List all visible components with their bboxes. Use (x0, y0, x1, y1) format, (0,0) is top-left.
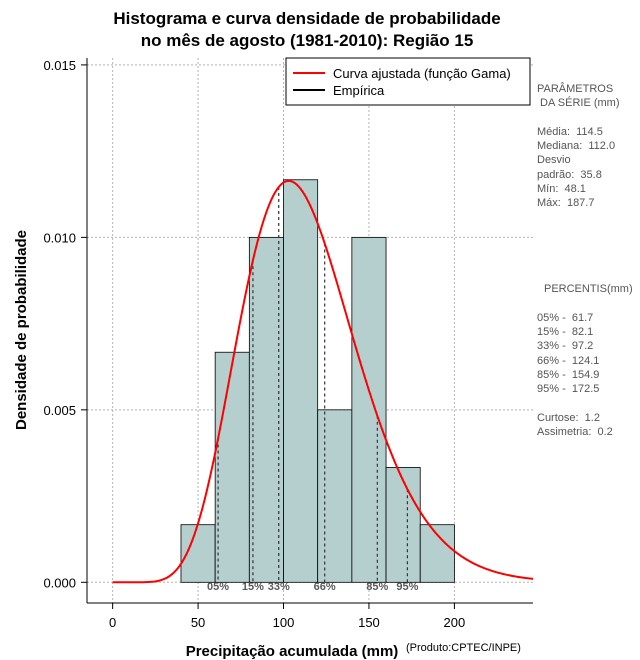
percentile-label-4: 85% (366, 581, 388, 593)
y-axis-label: Densidade de probabilidade (13, 230, 30, 430)
chart-title-line1: Histograma e curva densidade de probabil… (113, 9, 500, 28)
x-tick-label-0: 0 (109, 615, 116, 630)
histogram-bar-3 (283, 179, 319, 583)
x-tick-label-4: 200 (444, 615, 466, 630)
y-tick-label-0: 0.000 (43, 575, 76, 590)
percentil-05: 05% - 61.7 (537, 311, 594, 324)
stat-curtose: Curtose: 1.2 (537, 411, 600, 424)
x-axis-label: Precipitação acumulada (mm) (186, 643, 399, 660)
param-max: Máx: 187.7 (537, 197, 595, 210)
histogram-bar-6 (385, 467, 421, 583)
x-tick-label-2: 100 (273, 615, 295, 630)
param-media: Média: 114.5 (537, 125, 603, 138)
percentil-66: 66% - 124.1 (537, 354, 600, 367)
series-parameters-panel: PARÂMETROS DA SÉRIE (mm) Média: 114.5 Me… (537, 82, 640, 439)
percentil-15: 15% - 82.1 (537, 326, 594, 339)
percentile-label-1: 15% (242, 581, 264, 593)
percentile-lines: 05% 15% 33% 66% 85% 95% (207, 186, 419, 593)
axes: 0 50 100 150 200 0.000 0.005 0.010 0.015 (43, 58, 533, 630)
chart-title-line2: no mês de agosto (1981-2010): Região 15 (141, 31, 474, 50)
percentile-label-2: 33% (268, 581, 290, 593)
stat-assimetria: Assimetria: 0.2 (537, 426, 613, 439)
param-desvio-line1: Desvio (537, 154, 571, 167)
percentile-label-3: 66% (314, 581, 336, 593)
params-heading-line2: DA SÉRIE (mm) (537, 97, 620, 110)
y-tick-label-3: 0.015 (43, 58, 76, 73)
percentil-33: 33% - 97.2 (537, 340, 594, 353)
y-tick-label-2: 0.010 (43, 230, 76, 245)
legend: Curva ajustada (função Gama) Empírica (285, 57, 531, 106)
histogram-bar-5 (351, 236, 387, 583)
param-mediana: Mediana: 112.0 (537, 140, 616, 153)
histogram-bar-4 (317, 409, 353, 583)
legend-empirical-label: Empírica (333, 83, 385, 98)
percentil-95: 95% - 172.5 (537, 383, 600, 396)
x-tick-label-3: 150 (358, 615, 380, 630)
histogram-bar-2 (248, 236, 284, 583)
percentile-label-0: 05% (207, 581, 229, 593)
histogram-bars (180, 179, 455, 583)
credit-label: (Produto:CPTEC/INPE) (406, 642, 521, 654)
fitted-gamma-curve (112, 179, 534, 584)
fitted-curve-layer (112, 179, 534, 584)
legend-box (285, 57, 531, 106)
x-tick-label-1: 50 (191, 615, 205, 630)
percentile-label-5: 95% (396, 581, 418, 593)
param-desvio-line2: padrão: 35.8 (537, 168, 602, 181)
percentis-heading: PERCENTIS(mm) (544, 283, 633, 296)
y-tick-label-1: 0.005 (43, 403, 76, 418)
legend-fitted-label: Curva ajustada (função Gama) (333, 66, 511, 81)
params-heading-line1: PARÂMETROS (537, 83, 614, 95)
histogram-bar-1 (214, 351, 250, 583)
percentil-85: 85% - 154.9 (537, 368, 600, 381)
param-min: Mín: 48.1 (537, 183, 586, 196)
